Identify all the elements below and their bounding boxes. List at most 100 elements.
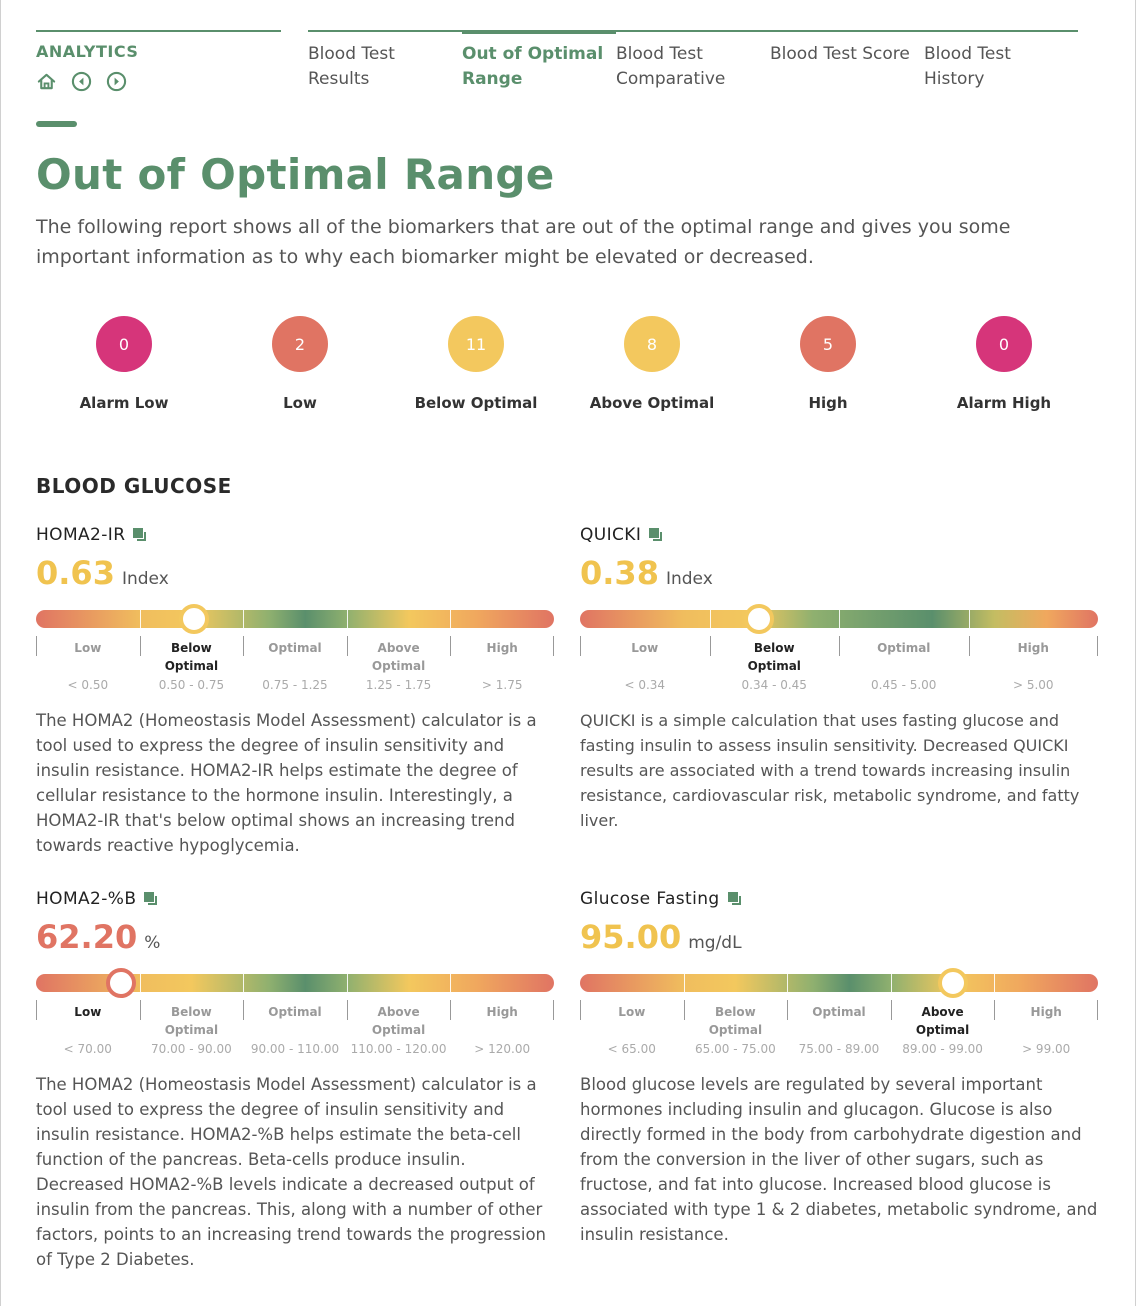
segment-label: Low [36, 639, 140, 657]
segment-range: < 65.00 [607, 1042, 656, 1056]
tab-out-of-optimal-range[interactable]: Out of Optimal Range [462, 30, 616, 92]
count-label: Alarm Low [79, 394, 169, 412]
segment-label-line1: Below [715, 1005, 756, 1019]
segment-label-line1: Above [377, 641, 420, 655]
gauge-segment-labels: Low Below Optimal Optimal Above Optimal High [36, 1000, 554, 1037]
gauge-divider [968, 610, 970, 628]
nav-icons [36, 71, 281, 92]
forward-circle-icon[interactable] [106, 71, 127, 92]
segment-label-line1: Below [171, 641, 212, 655]
value-unit: mg/dL [688, 933, 742, 953]
segment-label-line1: Above [921, 1005, 964, 1019]
biomarker-name-text: Glucose Fasting [580, 889, 720, 909]
segment-label: Optimal [243, 639, 347, 657]
segment-label-line2: Optimal [915, 1023, 970, 1037]
biomarker-name: HOMA2-IR [36, 524, 554, 546]
segment-range: > 99.00 [1022, 1042, 1071, 1056]
segment-tick [839, 636, 840, 656]
segment-label-line1: Optimal [877, 641, 931, 655]
segment-tick [580, 636, 581, 656]
page-intro: The following report shows all of the bi… [36, 216, 1011, 268]
back-circle-icon[interactable] [71, 71, 92, 92]
segment-label: High [969, 639, 1099, 657]
segment-label: High [450, 639, 554, 657]
tab-label-line1: Blood Test [924, 44, 1011, 64]
segment-label: High [450, 1003, 554, 1021]
biomarker-description: Blood glucose levels are regulated by se… [580, 1075, 1098, 1244]
gauge-segment-labels: Low Below Optimal Optimal Above Optimal High [580, 1000, 1098, 1037]
biomarker-name: Glucose Fasting [580, 888, 1098, 910]
title-accent-bar [36, 121, 77, 127]
copy-icon[interactable] [132, 527, 148, 543]
count-low: 2 Low [212, 316, 388, 412]
copy-icon[interactable] [143, 891, 159, 907]
segment-label: High [994, 1003, 1098, 1021]
value-marker [178, 604, 209, 634]
value-unit: Index [665, 569, 713, 589]
gauge-divider [839, 610, 840, 628]
count-alarm-high: 0 Alarm High [916, 316, 1092, 412]
segment-tick [580, 1000, 581, 1020]
segment-label: Below Optimal [710, 639, 840, 675]
segment-range: 70.00 - 90.00 [151, 1042, 232, 1056]
tab-blood-test-comparative[interactable]: Blood Test Comparative [616, 30, 770, 92]
home-icon[interactable] [36, 71, 57, 92]
count-below-optimal: 11 Below Optimal [388, 316, 564, 412]
biomarker-description: QUICKI is a simple calculation that uses… [580, 711, 1080, 830]
segment-label-line1: Below [753, 641, 795, 655]
tab-blood-test-results[interactable]: Blood Test Results [308, 30, 462, 92]
page-title: Out of Optimal Range [36, 150, 555, 199]
segment-label: Low [580, 639, 710, 657]
segment-range: 1.25 - 1.75 [365, 678, 432, 692]
value-number: 0.38 [580, 554, 659, 592]
segment-label-line2: Optimal [747, 659, 801, 673]
segment-tick [139, 1000, 141, 1020]
segment-label-line2: Optimal [371, 1023, 426, 1037]
value-marker [743, 604, 774, 634]
gauge-divider [890, 974, 892, 992]
segment-tick [553, 636, 554, 656]
segment-label-line1: Below [171, 1005, 212, 1019]
value-marker [937, 968, 968, 998]
segment-label-line1: Optimal [268, 1005, 322, 1019]
segment-label-line2: Optimal [164, 659, 219, 673]
biomarker-card-glucose-fasting: Glucose Fasting 95.00 mg/dL Low Below Opti… [580, 888, 1098, 1247]
segment-label: Above Optimal [891, 1003, 995, 1039]
analytics-header: ANALYTICS [36, 30, 281, 92]
range-gauge [36, 604, 554, 634]
count-circle: 2 [272, 316, 328, 372]
tab-label-line1: Blood Test Score [770, 44, 910, 64]
value-unit: Index [121, 569, 169, 589]
biomarker-value: 62.20 % [36, 918, 554, 956]
segment-tick [243, 1000, 245, 1020]
segment-range: 110.00 - 120.00 [350, 1042, 447, 1056]
tab-label-line1: Blood Test [308, 44, 395, 64]
count-alarm-low: 0 Alarm Low [36, 316, 212, 412]
biomarker-card-homa2-b: HOMA2-%B 62.20 % Low Below Optimal Optimal A… [36, 888, 554, 1272]
segment-label: Above Optimal [347, 639, 451, 675]
value-marker [106, 968, 137, 998]
gauge-divider [683, 974, 685, 992]
segment-label-line1: High [486, 641, 518, 655]
range-gauge [36, 968, 554, 998]
segment-range: > 1.75 [481, 678, 523, 692]
gauge-divider [139, 974, 141, 992]
segment-label-line1: High [1030, 1005, 1062, 1019]
segment-label-line1: Optimal [268, 641, 322, 655]
segment-tick [968, 636, 970, 656]
copy-icon[interactable] [648, 527, 664, 543]
segment-range: 0.75 - 1.25 [262, 678, 328, 692]
copy-icon[interactable] [727, 891, 743, 907]
gauge-range-values: < 0.50 0.50 - 0.75 0.75 - 1.25 1.25 - 1.75 >… [36, 678, 554, 694]
segment-range: 0.45 - 5.00 [871, 678, 937, 692]
tab-blood-test-history[interactable]: Blood Test History [924, 30, 1078, 92]
count-high: 5 High [740, 316, 916, 412]
segment-tick [553, 1000, 554, 1020]
count-label: Below Optimal [414, 394, 538, 412]
segment-tick [36, 636, 37, 656]
tab-blood-test-score[interactable]: Blood Test Score [770, 30, 924, 92]
segment-range: < 0.50 [67, 678, 109, 692]
tab-label-line2: Range [462, 69, 523, 89]
gauge-divider [994, 974, 996, 992]
segment-tick [994, 1000, 996, 1020]
